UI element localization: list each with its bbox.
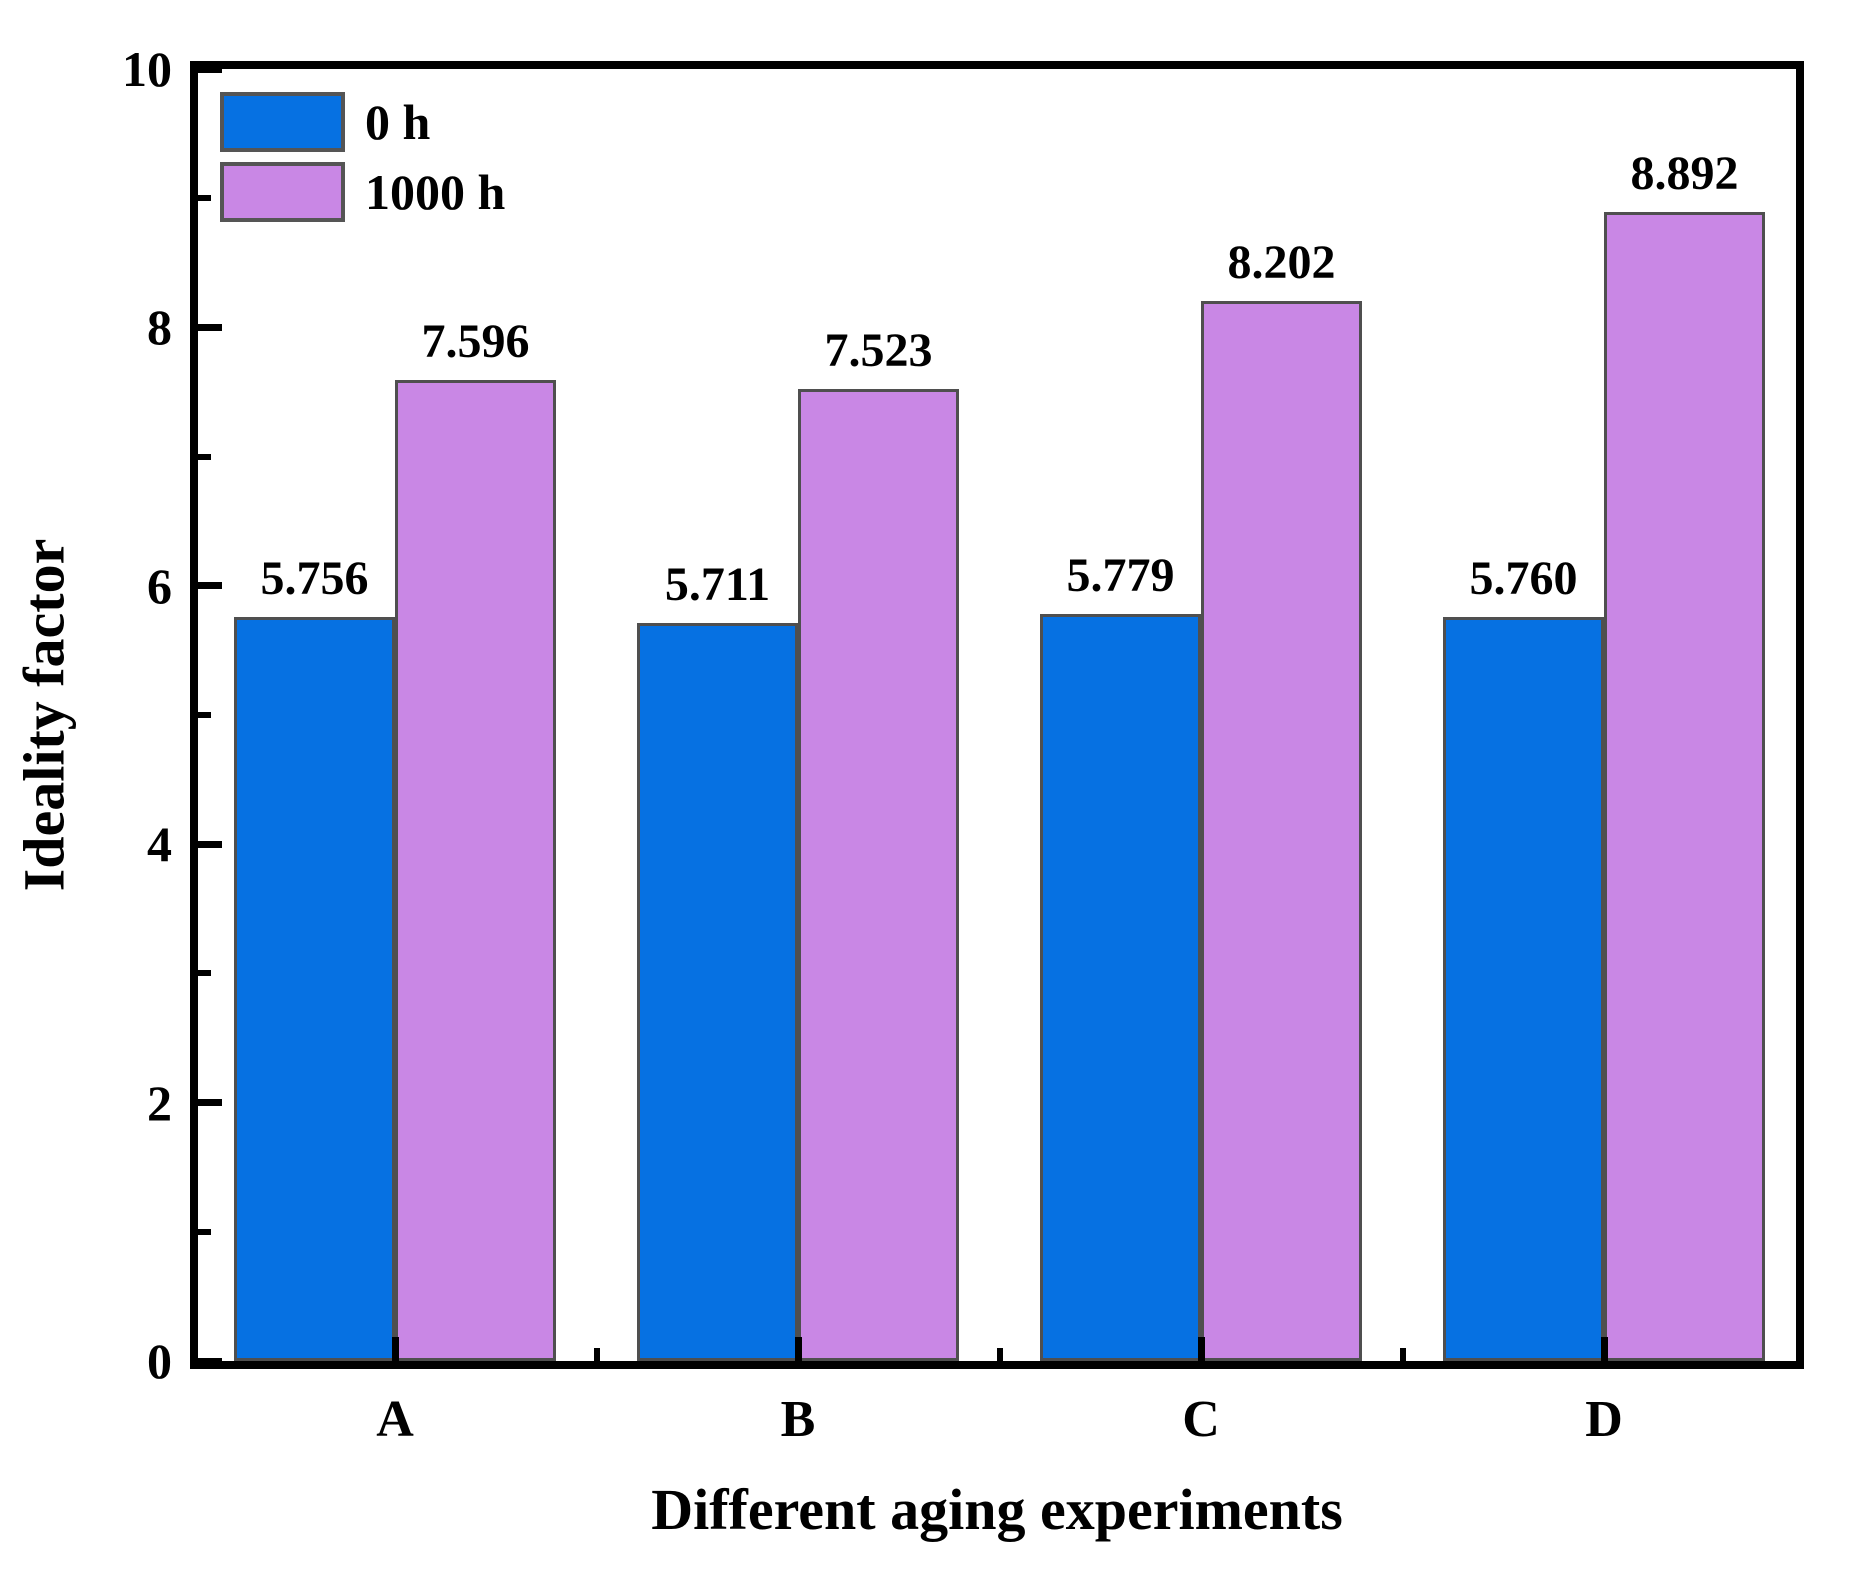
x-minor-tick-mark xyxy=(593,1348,600,1361)
value-label: 7.523 xyxy=(824,324,933,377)
x-minor-tick-mark xyxy=(1399,1348,1406,1361)
x-major-tick-mark xyxy=(794,1337,802,1361)
category-label-C: C xyxy=(1182,1391,1220,1448)
value-label: 5.779 xyxy=(1066,549,1175,602)
y-major-tick-mark xyxy=(198,323,222,331)
plot-frame xyxy=(190,61,1804,1369)
y-minor-tick-mark xyxy=(198,712,211,718)
value-label: 8.892 xyxy=(1630,147,1739,200)
x-major-tick-mark xyxy=(391,1337,399,1361)
x-axis-title: Different aging experiments xyxy=(651,1477,1343,1542)
y-minor-tick-mark xyxy=(198,1228,211,1235)
legend-swatch-0h xyxy=(220,92,345,152)
bar-B-0h xyxy=(637,623,798,1361)
plot-area: 5.756 5.711 5.779 5.760 7.596 7.523 8.202 8.892 xyxy=(198,69,1796,1361)
bar-D-0h xyxy=(1443,617,1604,1361)
x-minor-tick-mark xyxy=(996,1348,1003,1361)
y-tick-label: 6 xyxy=(147,557,172,614)
y-major-tick-mark xyxy=(198,582,222,590)
bar-D-1000h xyxy=(1604,212,1765,1361)
y-major-tick-mark xyxy=(198,1099,222,1107)
category-label-A: A xyxy=(376,1391,414,1448)
category-label-B: B xyxy=(780,1391,816,1448)
value-label: 5.756 xyxy=(260,552,369,605)
bar-A-1000h xyxy=(395,380,556,1361)
bar-C-1000h xyxy=(1201,301,1362,1361)
x-major-tick-mark xyxy=(1600,1337,1608,1361)
y-tick-label: 10 xyxy=(122,41,172,97)
value-label: 8.202 xyxy=(1227,236,1336,289)
legend-label-1000h: 1000 h xyxy=(365,164,506,220)
y-tick-label: 8 xyxy=(147,299,172,356)
bar-B-1000h xyxy=(798,389,959,1361)
category-label-D: D xyxy=(1585,1391,1623,1448)
value-label: 7.596 xyxy=(421,315,530,368)
value-label: 5.760 xyxy=(1469,552,1578,605)
y-major-tick-mark xyxy=(198,840,222,848)
x-major-tick-mark xyxy=(1197,1337,1205,1361)
y-minor-tick-mark xyxy=(198,195,211,202)
y-minor-tick-mark xyxy=(198,453,211,460)
y-tick-label: 4 xyxy=(147,816,172,873)
bar-C-0h xyxy=(1040,614,1201,1361)
y-minor-tick-mark xyxy=(198,970,211,977)
bar-A-0h xyxy=(234,617,395,1361)
y-tick-label: 2 xyxy=(147,1074,172,1131)
legend-label-0h: 0 h xyxy=(365,94,431,150)
y-major-tick-mark xyxy=(198,1357,222,1365)
y-tick-label: 0 xyxy=(147,1333,172,1389)
value-label: 5.711 xyxy=(664,558,771,611)
y-major-tick-mark xyxy=(198,65,222,73)
legend-swatch-1000h xyxy=(220,162,345,222)
